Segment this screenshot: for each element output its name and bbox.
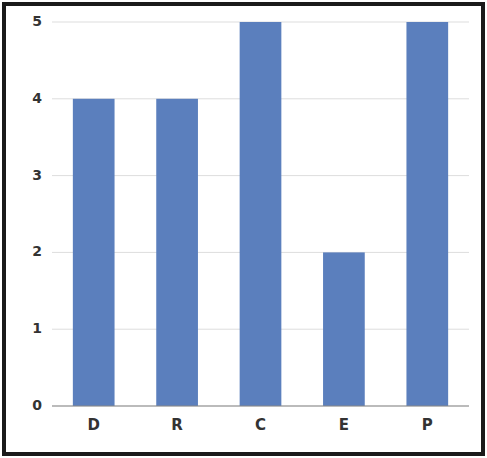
bar [73,99,115,406]
x-tick-label: R [171,416,183,434]
bar [240,22,282,406]
y-tick-label: 5 [32,13,42,29]
x-tick-label: E [339,416,349,434]
chart: 0 1 2 3 4 5 D R C E P [0,0,487,458]
x-axis-line [52,406,469,407]
x-tick-label: C [255,416,266,434]
bar [406,22,448,406]
y-tick-label: 1 [32,320,42,336]
y-tick-label: 0 [32,397,42,413]
y-tick-label: 2 [32,243,42,259]
bar [323,252,365,406]
bars [73,22,448,406]
y-tick-label: 4 [32,90,42,106]
chart-container: 0 1 2 3 4 5 D R C E P [0,0,487,458]
figure-border [4,4,483,454]
y-tick-label: 3 [32,167,42,183]
grid-line [52,406,469,407]
x-tick-label: P [422,416,433,434]
grid [52,22,469,406]
bar [156,99,198,406]
x-tick-label: D [87,416,99,434]
